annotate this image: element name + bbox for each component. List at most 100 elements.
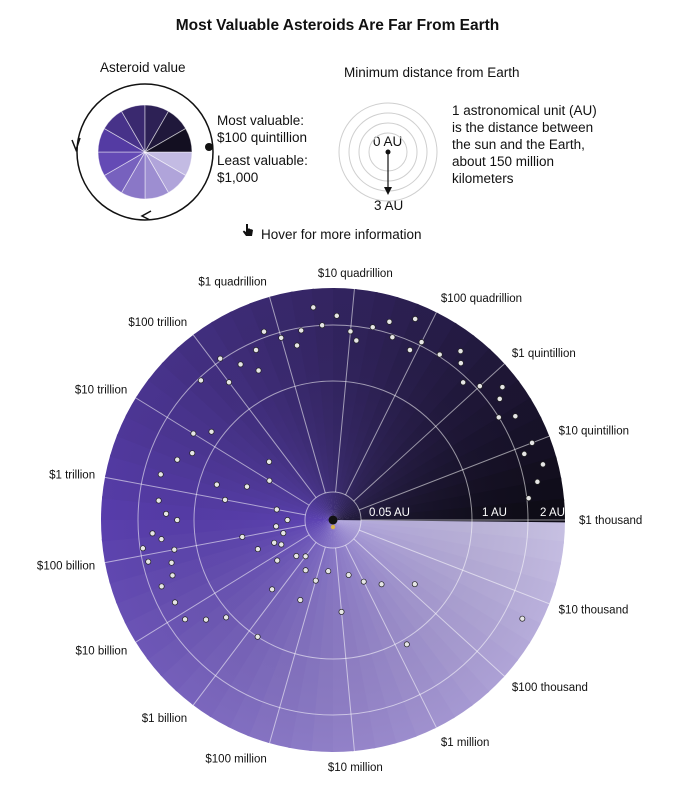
asteroid-point[interactable] xyxy=(496,395,503,402)
asteroid-point[interactable] xyxy=(319,322,326,329)
asteroid-point[interactable] xyxy=(145,558,152,565)
asteroid-point[interactable] xyxy=(274,557,281,564)
asteroid-point[interactable] xyxy=(223,614,230,621)
asteroid-point[interactable] xyxy=(457,360,464,367)
asteroid-point[interactable] xyxy=(273,523,280,530)
asteroid-point[interactable] xyxy=(266,458,273,465)
asteroid-point[interactable] xyxy=(378,581,385,588)
asteroid-point[interactable] xyxy=(208,428,215,435)
asteroid-point[interactable] xyxy=(389,334,396,341)
asteroid-point[interactable] xyxy=(333,312,340,319)
asteroid-point[interactable] xyxy=(182,616,189,623)
asteroid-point[interactable] xyxy=(203,616,209,623)
asteroid-point[interactable] xyxy=(386,318,393,325)
asteroid-point[interactable] xyxy=(512,413,519,420)
asteroid-point[interactable] xyxy=(476,383,483,390)
asteroid-point[interactable] xyxy=(174,456,181,463)
asteroid-point[interactable] xyxy=(360,578,367,585)
asteroid-point[interactable] xyxy=(293,553,300,559)
asteroid-point[interactable] xyxy=(284,517,291,523)
asteroid-point[interactable] xyxy=(157,471,164,478)
asteroid-point[interactable] xyxy=(149,530,156,537)
asteroid-point[interactable] xyxy=(521,450,528,457)
asteroid-point[interactable] xyxy=(278,541,285,548)
asteroid-point[interactable] xyxy=(244,483,250,490)
asteroid-point[interactable] xyxy=(174,517,181,523)
asteroid-point[interactable] xyxy=(254,546,261,553)
value-spoke xyxy=(192,542,317,706)
asteroid-point[interactable] xyxy=(499,384,506,391)
asteroid-point[interactable] xyxy=(325,568,332,575)
asteroid-point[interactable] xyxy=(217,355,224,362)
asteroid-point[interactable] xyxy=(418,339,425,346)
asteroid-point[interactable] xyxy=(403,641,410,648)
asteroid-point[interactable] xyxy=(237,361,244,368)
asteroid-point[interactable] xyxy=(353,337,360,344)
asteroid-point[interactable] xyxy=(298,327,305,334)
asteroid-point[interactable] xyxy=(271,539,278,546)
asteroid-point[interactable] xyxy=(345,572,352,578)
asteroid-point[interactable] xyxy=(168,559,175,566)
asteroid-point[interactable] xyxy=(457,348,464,355)
asteroid-point[interactable] xyxy=(310,304,317,311)
asteroid-point[interactable] xyxy=(261,328,267,335)
value-tick-label: $1 billion xyxy=(142,713,187,725)
asteroid-point[interactable] xyxy=(460,379,467,386)
asteroid-point[interactable] xyxy=(171,546,178,553)
asteroid-point[interactable] xyxy=(436,351,443,358)
asteroid-point[interactable] xyxy=(347,328,354,335)
asteroid-point[interactable] xyxy=(529,439,536,446)
asteroid-point[interactable] xyxy=(525,495,532,502)
legend-value-max-line2: $100 quintillion xyxy=(217,130,308,145)
asteroid-point[interactable] xyxy=(239,534,246,540)
asteroid-point[interactable] xyxy=(534,478,541,485)
asteroid-point[interactable] xyxy=(302,553,309,560)
asteroid-point[interactable] xyxy=(312,577,319,584)
value-spoke xyxy=(353,538,505,677)
asteroid-point[interactable] xyxy=(254,633,261,640)
legend-value-max: Most valuable: $100 quintillion xyxy=(217,112,307,146)
asteroid-point[interactable] xyxy=(369,324,376,331)
asteroid-point[interactable] xyxy=(269,586,276,593)
asteroid-point[interactable] xyxy=(278,334,285,341)
asteroid-point[interactable] xyxy=(253,347,260,353)
value-spoke xyxy=(335,288,355,493)
asteroid-point[interactable] xyxy=(189,450,196,457)
asteroid-point[interactable] xyxy=(411,581,418,588)
asteroid-point[interactable] xyxy=(495,414,502,421)
asteroid-point[interactable] xyxy=(139,545,146,552)
asteroid-point[interactable] xyxy=(226,379,232,386)
legend-value-wedge xyxy=(143,127,193,153)
value-spoke xyxy=(104,476,306,516)
asteroid-point[interactable] xyxy=(197,377,204,384)
asteroid-point[interactable] xyxy=(280,530,287,537)
asteroid-point[interactable] xyxy=(213,481,220,488)
asteroid-point[interactable] xyxy=(412,316,419,322)
asteroid-point[interactable] xyxy=(406,347,413,353)
asteroid-point[interactable] xyxy=(540,461,546,468)
asteroid-point[interactable] xyxy=(294,342,300,349)
asteroid-point[interactable] xyxy=(158,536,165,543)
legend-value-min-line2: $1,000 xyxy=(217,170,259,185)
asteroid-point[interactable] xyxy=(255,367,262,374)
asteroid-point[interactable] xyxy=(273,506,280,513)
asteroid-point[interactable] xyxy=(266,477,273,484)
earth-center-dot xyxy=(328,515,338,525)
asteroid-point[interactable] xyxy=(297,597,304,603)
asteroid-point[interactable] xyxy=(155,497,162,504)
asteroid-point[interactable] xyxy=(222,496,229,503)
legend-value-min: Least valuable: $1,000 xyxy=(217,152,308,186)
legend-distance-rings xyxy=(338,102,438,202)
asteroid-point[interactable] xyxy=(338,608,345,615)
asteroid-point[interactable] xyxy=(172,599,178,606)
value-tick-label: $100 quadrillion xyxy=(441,293,522,305)
asteroid-point[interactable] xyxy=(169,572,176,579)
value-tick-label: $10 trillion xyxy=(75,384,127,396)
asteroid-point[interactable] xyxy=(302,567,309,574)
asteroid-point[interactable] xyxy=(519,615,526,622)
asteroid-points[interactable] xyxy=(139,304,546,648)
asteroid-point[interactable] xyxy=(158,583,165,590)
asteroid-point[interactable] xyxy=(163,510,170,517)
asteroid-point[interactable] xyxy=(190,430,197,437)
